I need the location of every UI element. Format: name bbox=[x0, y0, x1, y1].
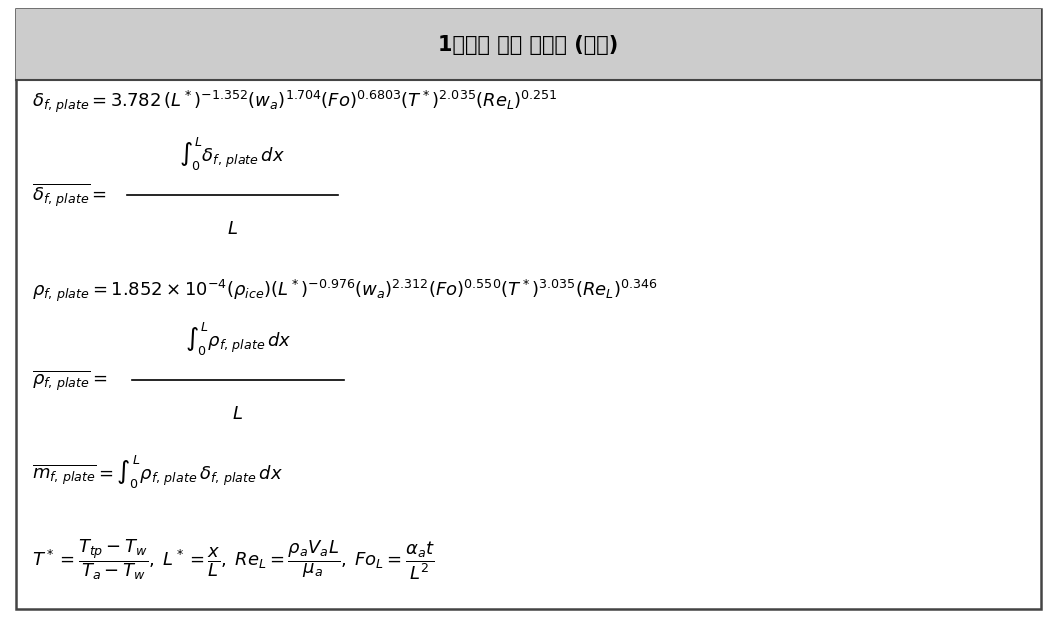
Text: $\delta_{f,\,plate} = 3.782\,(L^*)^{-1.352}(w_a)^{1.704}(Fo)^{0.6803}(T^*)^{2.03: $\delta_{f,\,plate} = 3.782\,(L^*)^{-1.3… bbox=[32, 89, 557, 115]
Text: $\int_0^L \delta_{f,\,plate}\,dx$: $\int_0^L \delta_{f,\,plate}\,dx$ bbox=[180, 136, 285, 173]
Text: $L$: $L$ bbox=[233, 405, 243, 423]
Text: $\overline{\delta_{f,\,plate}}=$: $\overline{\delta_{f,\,plate}}=$ bbox=[32, 181, 107, 208]
Bar bbox=[16, 9, 1041, 80]
Text: 1차년도 제시 상관식 (평판): 1차년도 제시 상관식 (평판) bbox=[439, 35, 618, 55]
Text: $\int_0^L \rho_{f,\,plate}\,dx$: $\int_0^L \rho_{f,\,plate}\,dx$ bbox=[185, 321, 291, 358]
Text: $T^* = \dfrac{T_{tp} - T_w}{T_a - T_w},\; L^* = \dfrac{x}{L},\; Re_L = \dfrac{\r: $T^* = \dfrac{T_{tp} - T_w}{T_a - T_w},\… bbox=[32, 537, 434, 582]
Text: $\overline{m_{f,\,plate}} = \int_0^L \rho_{f,\,plate}\,\delta_{f,\,plate}\,dx$: $\overline{m_{f,\,plate}} = \int_0^L \rh… bbox=[32, 454, 282, 491]
Text: $\rho_{f,\,plate} = 1.852 \times 10^{-4}(\rho_{ice})(L^*)^{-0.976}(w_a)^{2.312}(: $\rho_{f,\,plate} = 1.852 \times 10^{-4}… bbox=[32, 277, 657, 303]
Text: $\overline{\rho_{f,\,plate}}=$: $\overline{\rho_{f,\,plate}}=$ bbox=[32, 368, 107, 392]
Text: $L$: $L$ bbox=[227, 219, 238, 238]
